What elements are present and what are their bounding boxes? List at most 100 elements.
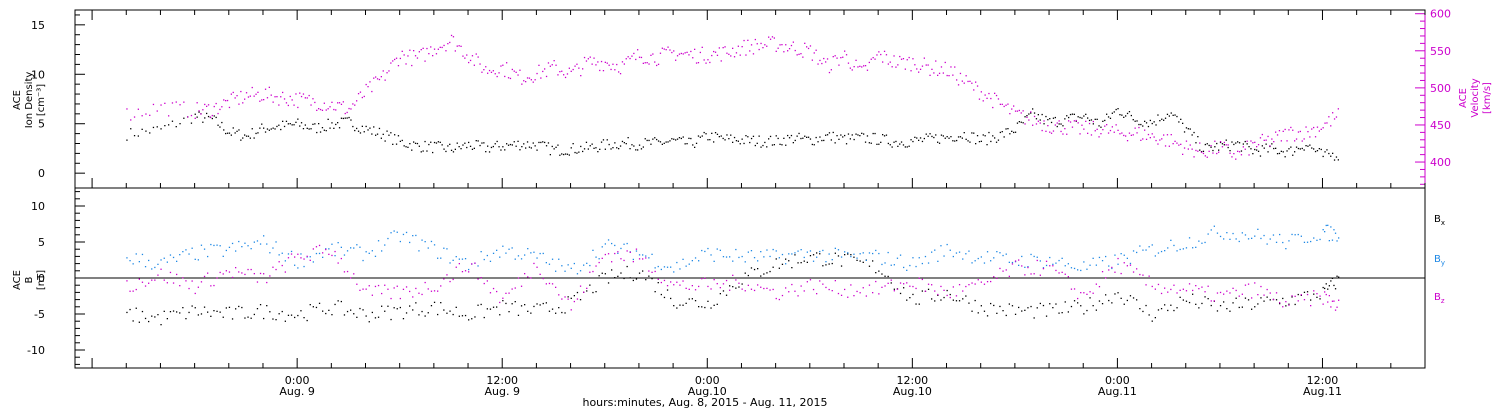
imf-point-by <box>1126 257 1128 259</box>
imf-point-bz <box>154 279 156 281</box>
imf-point-by <box>151 268 153 270</box>
imf-point-bz <box>635 248 638 250</box>
density-point <box>1039 119 1041 121</box>
imf-point-bz <box>1247 283 1250 285</box>
imf-point-bx <box>840 265 843 267</box>
velocity-point <box>413 50 415 52</box>
density-point <box>314 123 316 125</box>
velocity-point <box>916 68 918 70</box>
imf-point-by <box>1045 264 1048 267</box>
imf-point-bx <box>402 318 405 320</box>
density-point <box>1295 146 1298 148</box>
imf-point-by <box>353 247 355 249</box>
imf-point-bz <box>1334 309 1337 311</box>
imf-point-by <box>1319 238 1321 241</box>
imf-point-bz <box>458 263 460 265</box>
imf-point-bx <box>1306 291 1309 293</box>
imf-point-bz <box>626 250 628 252</box>
velocity-point <box>817 63 819 65</box>
velocity-point <box>699 51 701 54</box>
imf-point-bz <box>207 272 209 274</box>
velocity-point <box>1256 146 1258 148</box>
velocity-point <box>325 109 327 111</box>
density-point <box>215 116 217 119</box>
density-point <box>701 135 703 137</box>
imf-point-by <box>350 247 352 249</box>
velocity-point <box>764 44 766 46</box>
density-point <box>925 133 927 135</box>
imf-point-bz <box>971 282 973 284</box>
density-point <box>1149 119 1151 122</box>
velocity-point <box>940 66 943 68</box>
velocity-point <box>937 74 939 76</box>
density-point <box>164 125 166 127</box>
imf-point-bx <box>396 308 398 310</box>
velocity-point <box>637 49 639 51</box>
imf-point-bx <box>753 268 756 271</box>
density-point <box>828 132 831 134</box>
density-point <box>754 144 756 147</box>
imf-point-bz <box>1260 285 1262 288</box>
imf-point-bz <box>412 296 414 298</box>
imf-point-by <box>685 265 687 267</box>
imf-point-by <box>381 250 383 252</box>
imf-point-bx <box>1334 288 1337 290</box>
density-point <box>485 151 487 153</box>
velocity-point <box>570 70 572 72</box>
imf-point-bz <box>387 288 389 290</box>
density-point <box>1157 114 1159 116</box>
density-point <box>293 124 295 126</box>
imf-point-bx <box>564 312 566 314</box>
velocity-point <box>792 41 794 43</box>
imf-point-bz <box>651 271 653 273</box>
density-axis-label-1: ACE <box>12 90 23 110</box>
imf-point-bz <box>1157 283 1160 286</box>
velocity-point <box>215 102 217 105</box>
imf-point-bx <box>222 316 224 318</box>
velocity-point <box>551 64 553 66</box>
imf-point-bz <box>990 280 992 283</box>
density-point <box>232 127 234 129</box>
density-point <box>418 145 420 147</box>
density-point <box>876 143 878 145</box>
velocity-point <box>599 69 601 72</box>
velocity-point <box>891 66 893 68</box>
velocity-point <box>190 114 193 117</box>
velocity-point <box>293 104 295 106</box>
imf-point-bz <box>548 282 551 285</box>
imf-point-bz <box>676 281 678 283</box>
imf-point-bx <box>1120 297 1122 299</box>
imf-point-by <box>328 248 330 250</box>
imf-point-bx <box>642 270 644 272</box>
imf-point-by <box>191 247 193 249</box>
velocity-point <box>1157 143 1159 145</box>
imf-point-bz <box>132 290 134 292</box>
imf-point-by <box>1210 229 1212 231</box>
imf-point-bx <box>533 305 535 308</box>
imf-point-by <box>837 249 840 251</box>
density-point <box>676 138 679 140</box>
imf-point-bx <box>138 321 140 323</box>
velocity-point <box>447 43 449 45</box>
density-point <box>432 151 434 154</box>
imf-point-bz <box>1201 286 1203 288</box>
imf-point-bz <box>788 291 790 293</box>
imf-point-bx <box>530 312 532 314</box>
density-point <box>1087 117 1089 119</box>
velocity-point <box>274 96 276 98</box>
imf-point-by <box>141 253 144 256</box>
velocity-point <box>266 97 269 99</box>
imf-point-by <box>551 258 554 260</box>
density-point <box>606 139 608 141</box>
velocity-point <box>616 63 618 66</box>
imf-point-by <box>312 261 314 263</box>
imf-point-bz <box>912 285 914 288</box>
velocity-point <box>542 70 544 73</box>
imf-point-bx <box>909 297 911 299</box>
imf-point-bz <box>725 279 728 282</box>
velocity-point <box>466 54 468 56</box>
imf-point-bz <box>200 281 203 283</box>
imf-point-bz <box>732 274 734 276</box>
density-point <box>255 132 257 135</box>
velocity-point <box>1292 129 1294 131</box>
